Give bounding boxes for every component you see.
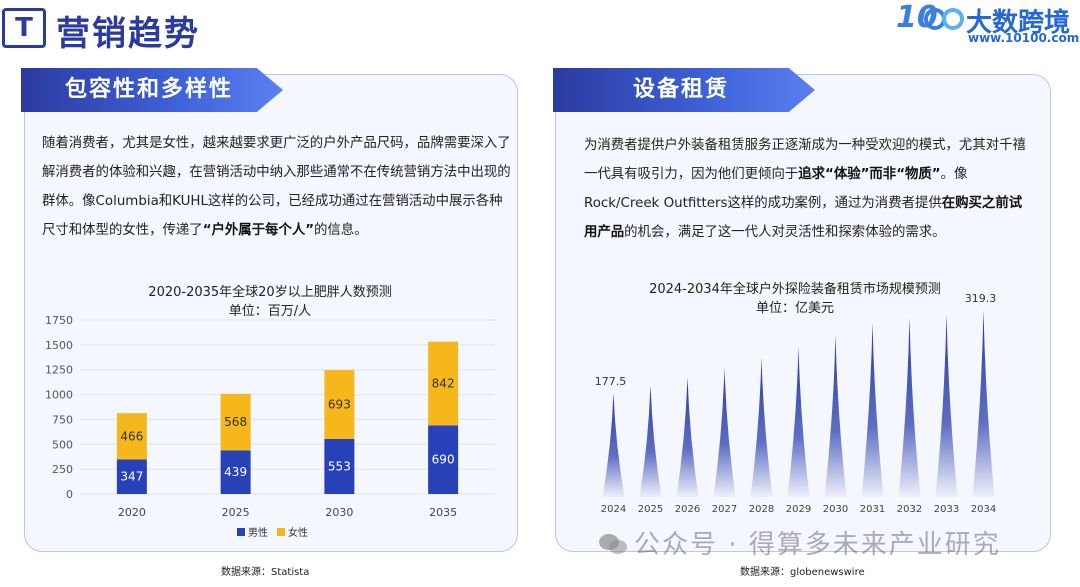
bar-segment-male	[324, 439, 355, 494]
x-tick-label: 2027	[712, 504, 737, 515]
data-label: 439	[224, 465, 247, 479]
bar-segment-male	[116, 459, 147, 494]
data-label: 568	[224, 415, 247, 429]
inclusivity-section-title: 包容性和多样性	[21, 68, 283, 112]
bar-segment-female	[428, 341, 459, 426]
rental-highlight-1: 追求“体验”而非“物质”	[798, 167, 941, 182]
data-label: 690	[432, 453, 455, 467]
spike-bar	[750, 357, 773, 497]
rental-section-title: 设备租赁	[553, 68, 815, 112]
obesity-source: 数据来源：Statista	[221, 567, 310, 578]
spike-bar	[935, 314, 958, 497]
legend-label: 女性	[288, 526, 308, 539]
y-tick-label: 1250	[45, 364, 73, 377]
spike-bar	[824, 335, 847, 497]
rental-chart-subtitle: 单位：亿美元	[755, 301, 834, 316]
x-tick-label: 2031	[860, 504, 885, 515]
logo-rings-icon	[924, 8, 964, 30]
obesity-chart-title: 2020-2035年全球20岁以上肥胖人数预测	[148, 285, 392, 300]
legend-label: 男性	[248, 526, 268, 539]
bar-segment-female	[220, 393, 251, 451]
x-tick-label: 2024	[601, 504, 626, 515]
rental-chart-title-block: 2024-2034年全球户外探险装备租赁市场规模预测 单位：亿美元	[610, 280, 980, 318]
logo-name: 大数跨境	[966, 8, 1071, 38]
x-tick-label: 2030	[823, 504, 848, 515]
spike-bar	[713, 367, 736, 497]
data-label: 693	[328, 398, 351, 412]
rental-text-2: 。像Rock/Creek Outfitters这样的成功案例，通过为消费者提供	[584, 167, 968, 211]
y-tick-label: 0	[66, 488, 73, 501]
x-tick-label: 2032	[897, 504, 922, 515]
inclusivity-text-1: 随着消费者，尤其是女性，越来越要求更广泛的户外产品尺码，品牌需要深入了解消费者的…	[42, 136, 511, 238]
data-label: 842	[432, 377, 455, 391]
y-tick-label: 1000	[45, 389, 73, 402]
rental-text-1: 为消费者提供户外装备租赁服务正逐渐成为一种受欢迎的模式，尤其对千禧一代具有吸引力…	[584, 138, 1026, 182]
y-tick-label: 500	[52, 438, 73, 451]
bar-segment-male	[428, 425, 459, 494]
x-tick-label: 2029	[786, 504, 811, 515]
spike-bar	[676, 376, 699, 497]
brand-logo: 10 大数跨境 www.10100.com	[890, 0, 1080, 50]
obesity-chart-subtitle: 单位：百万/人	[228, 304, 312, 319]
logo-url: www.10100.com	[968, 31, 1080, 45]
x-tick-label: 2033	[934, 504, 959, 515]
rental-highlight-2: 在购买之前试用产品	[584, 196, 1023, 240]
x-tick-label: 2026	[675, 504, 700, 515]
title-icon: T	[2, 8, 46, 48]
rental-chart: 2024 177.5 2025 2026 2027 2028 2029 2030 2031 203…	[595, 292, 997, 515]
page-title: 营销趋势	[56, 14, 200, 54]
spike-bar	[861, 322, 884, 497]
spike-bar	[639, 385, 662, 497]
spike-bar	[787, 346, 810, 497]
obesity-chart: 0 250 500 750 1000 1250 1500 1750 347 466 2020 439 5…	[45, 314, 495, 539]
x-tick-label: 2035	[429, 506, 457, 519]
legend-swatch	[277, 528, 285, 536]
spike-bar	[602, 393, 625, 497]
x-tick-label: 2025	[222, 506, 250, 519]
data-label: 466	[120, 429, 143, 443]
rental-text-3: 的机会，满足了这一代人对灵活性和探索体验的需求。	[624, 225, 946, 240]
inclusivity-paragraph: 随着消费者，尤其是女性，越来越要求更广泛的户外产品尺码，品牌需要深入了解消费者的…	[42, 129, 512, 245]
bar-segment-female	[324, 370, 355, 440]
x-tick-label: 2025	[638, 504, 663, 515]
legend-swatch	[237, 528, 245, 536]
y-tick-label: 1500	[45, 339, 73, 352]
inclusivity-highlight: “户外属于每个人”	[202, 223, 315, 238]
wechat-icon	[599, 534, 627, 554]
wechat-watermark: 公众号 · 得算多未来产业研究	[598, 524, 1001, 561]
watermark-text: 公众号 · 得算多未来产业研究	[634, 530, 1001, 560]
x-tick-label: 2020	[118, 506, 146, 519]
y-tick-label: 250	[52, 463, 73, 476]
inclusivity-text-2: 的信息。	[314, 223, 368, 238]
rental-paragraph: 为消费者提供户外装备租赁服务正逐渐成为一种受欢迎的模式，尤其对千禧一代具有吸引力…	[584, 131, 1034, 247]
x-tick-label: 2028	[749, 504, 774, 515]
x-tick-label: 2034	[971, 504, 996, 515]
spike-bar	[972, 310, 995, 497]
x-tick-label: 2030	[325, 506, 353, 519]
rental-chart-title: 2024-2034年全球户外探险装备租赁市场规模预测	[649, 282, 941, 297]
data-label: 319.3	[965, 292, 997, 305]
y-tick-label: 750	[52, 413, 73, 426]
data-label: 177.5	[595, 375, 627, 388]
y-tick-label: 1750	[45, 314, 73, 327]
spike-bar	[898, 317, 921, 497]
rental-source: 数据来源：globenewswire	[740, 567, 865, 578]
data-label: 347	[120, 470, 143, 484]
data-label: 553	[328, 460, 351, 474]
bar-segment-female	[116, 413, 147, 460]
bar-segment-male	[220, 450, 251, 494]
logo-number: 10	[896, 0, 938, 35]
obesity-chart-title-block: 2020-2035年全球20岁以上肥胖人数预测 单位：百万/人	[100, 283, 440, 321]
